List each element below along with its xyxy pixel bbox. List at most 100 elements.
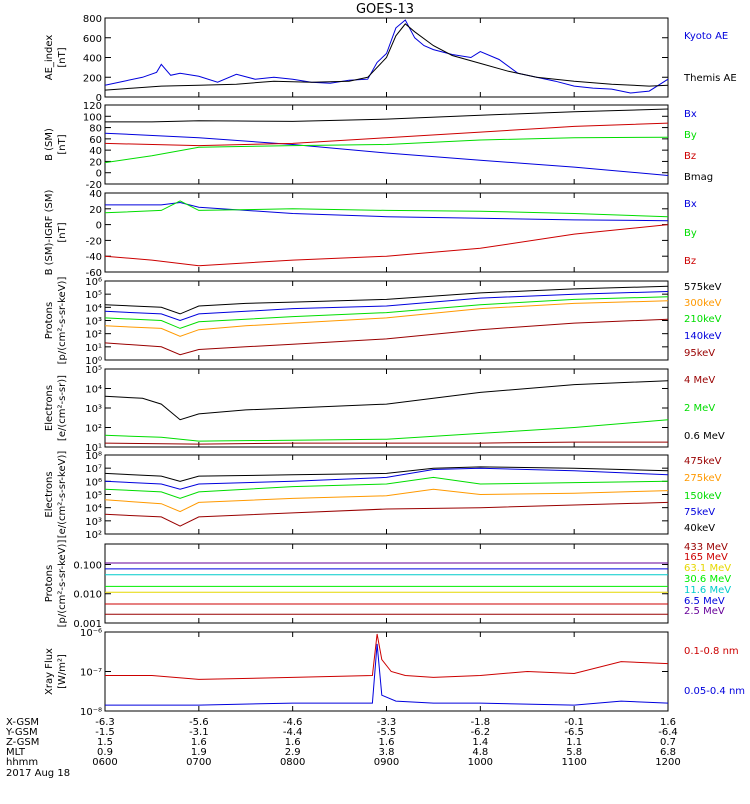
x-axis-value: -5.5 xyxy=(377,727,397,738)
y-tick-label: 10¹ xyxy=(85,343,102,354)
series-line-150kev xyxy=(104,476,669,499)
legend-entry: Kyoto AE xyxy=(684,31,728,42)
y-tick-label: 400 xyxy=(83,54,102,65)
y-tick-label: 10³ xyxy=(85,317,102,328)
legend-entry: Bmag xyxy=(684,172,713,183)
series-line-bz xyxy=(104,122,669,147)
x-axis-value: 3.8 xyxy=(379,747,395,758)
series-line-575kev xyxy=(104,285,669,315)
x-axis-value: 1.6 xyxy=(660,717,676,728)
y-tick-label: 10¹ xyxy=(85,443,102,454)
y-tick-label: 10² xyxy=(85,330,102,341)
series-line-by xyxy=(104,200,669,218)
y-tick-label: 10² xyxy=(85,530,102,541)
x-axis-value: -1.8 xyxy=(471,717,491,728)
y-tick-label: -20 xyxy=(86,180,102,191)
y-tick-label: 0.010 xyxy=(73,590,102,601)
y-tick-label: 10⁷ xyxy=(85,464,102,475)
panel-xray: 10⁻⁸ 10⁻⁷ 10⁻⁶ Xray Flux [W/m²] 0.1-0.8 nm 0.0… xyxy=(44,628,745,718)
series-line-95kev xyxy=(104,318,669,356)
series-line-0-6-mev xyxy=(104,380,669,421)
legend-entry: 4 MeV xyxy=(684,375,715,386)
legend-entry: 11.6 MeV xyxy=(684,585,731,596)
y-tick-label: 0 xyxy=(96,221,102,232)
plot-title: GOES-13 xyxy=(356,2,414,17)
legend-entry: By xyxy=(684,228,697,239)
x-axis-value: 0700 xyxy=(186,757,211,768)
legend-entry: 2 MeV xyxy=(684,403,715,414)
y-tick-label: 10³ xyxy=(85,404,102,415)
y-axis-label: [p/(cm²-s-sr-keV)] xyxy=(57,540,68,628)
y-axis-label: [W/m²] xyxy=(57,654,68,689)
legend-entry: 433 MeV xyxy=(684,542,728,553)
y-axis-label: Protons xyxy=(44,565,55,602)
y-axis-label: [e/(cm²-s-sr)] xyxy=(57,375,68,441)
series-line-475kev xyxy=(104,501,669,527)
panel-ae: 0 200 400 600 800 AE_index [nT] Kyoto AE Themis … xyxy=(44,14,737,104)
y-tick-label: 10⁶ xyxy=(85,477,102,488)
legend-entry: 300keV xyxy=(684,298,722,309)
x-axis-value: 1200 xyxy=(655,757,680,768)
panel-protons: 10⁰ 10¹ 10² 10³ 10⁴ 10⁵ 10⁶ Protons [p/(cm²-s-sr… xyxy=(44,277,722,367)
y-tick-label: 10⁴ xyxy=(85,504,102,515)
y-tick-label: 10⁵ xyxy=(85,491,102,502)
y-axis-label: Xray Flux xyxy=(44,648,55,695)
series-line-by xyxy=(104,136,669,164)
y-tick-label: 600 xyxy=(83,34,102,45)
x-axis-value: -6.5 xyxy=(564,727,584,738)
series-line-bx xyxy=(104,132,669,176)
x-axis-value: -6.2 xyxy=(471,727,491,738)
legend-entry: Themis AE xyxy=(683,73,737,84)
y-tick-label: 20 xyxy=(89,205,102,216)
series-line-210kev xyxy=(104,296,669,329)
y-tick-label: 120 xyxy=(83,101,102,112)
legend-entry: 575keV xyxy=(684,282,722,293)
y-axis-label: Protons xyxy=(44,302,55,339)
panel-electrons_mev: 10¹ 10² 10³ 10⁴ 10⁵ Electrons [e/(cm²-s-sr)] 4 … xyxy=(44,365,725,454)
legend-entry: 0.6 MeV xyxy=(684,431,725,442)
series-line-75kev xyxy=(104,467,669,490)
x-axis-row-label: Y-GSM xyxy=(5,727,38,738)
y-tick-label: 10⁸ xyxy=(85,451,102,462)
y-tick-label: 40 xyxy=(89,146,102,157)
y-tick-label: 20 xyxy=(89,157,102,168)
y-axis-label: [nT] xyxy=(57,134,68,154)
x-axis-value: 5.8 xyxy=(566,747,582,758)
y-tick-label: 10⁻⁶ xyxy=(80,628,102,639)
legend-entry: By xyxy=(684,130,697,141)
x-axis-value: 0.9 xyxy=(97,747,113,758)
y-tick-label: 0 xyxy=(96,93,102,104)
series-line-2-mev xyxy=(104,419,669,442)
y-tick-label: 10⁵ xyxy=(85,290,102,301)
y-axis-label: [nT] xyxy=(57,222,68,242)
panel-frame xyxy=(104,280,669,361)
x-axis-value: -5.6 xyxy=(189,717,209,728)
x-axis-value: -6.4 xyxy=(658,727,678,738)
y-tick-label: 10³ xyxy=(85,517,102,528)
legend-entry: Bx xyxy=(684,199,697,210)
series-line-300kev xyxy=(104,300,669,337)
series-line-0-1-0-8-nm xyxy=(105,633,669,680)
date-label: 2017 Aug 18 xyxy=(6,768,70,779)
panel-protons_mev: 0.001 0.010 0.100 Protons [p/(cm²-s-sr-keV)]… xyxy=(44,540,731,630)
legend-entry: 2.5 MeV xyxy=(684,606,725,617)
x-axis-value: 1.6 xyxy=(191,737,207,748)
y-tick-label: 60 xyxy=(89,135,102,146)
x-axis-value: -4.4 xyxy=(283,727,303,738)
y-tick-label: 80 xyxy=(89,124,102,135)
series-line-140kev xyxy=(104,291,669,322)
x-axis-value: -0.1 xyxy=(564,717,584,728)
legend-entry: 95keV xyxy=(684,348,715,359)
x-axis-value: 1.5 xyxy=(97,737,113,748)
x-axis-value: 1.6 xyxy=(379,737,395,748)
panel-electrons_kev: 10² 10³ 10⁴ 10⁵ 10⁶ 10⁷ 10⁸ Electrons [e/(cm²-s-… xyxy=(44,451,722,541)
y-tick-label: 10⁴ xyxy=(85,303,102,314)
x-axis-value: 1100 xyxy=(561,757,586,768)
y-axis-label: B (SM)-IGRF (SM) xyxy=(44,190,55,276)
y-tick-label: 10⁶ xyxy=(85,277,102,288)
panel-bigrf: -60 -40 -20 0 20 40 B (SM)-IGRF (SM) [nT] Bx By Bz xyxy=(44,189,697,279)
y-tick-label: 40 xyxy=(89,189,102,200)
y-tick-label: -40 xyxy=(86,252,102,263)
